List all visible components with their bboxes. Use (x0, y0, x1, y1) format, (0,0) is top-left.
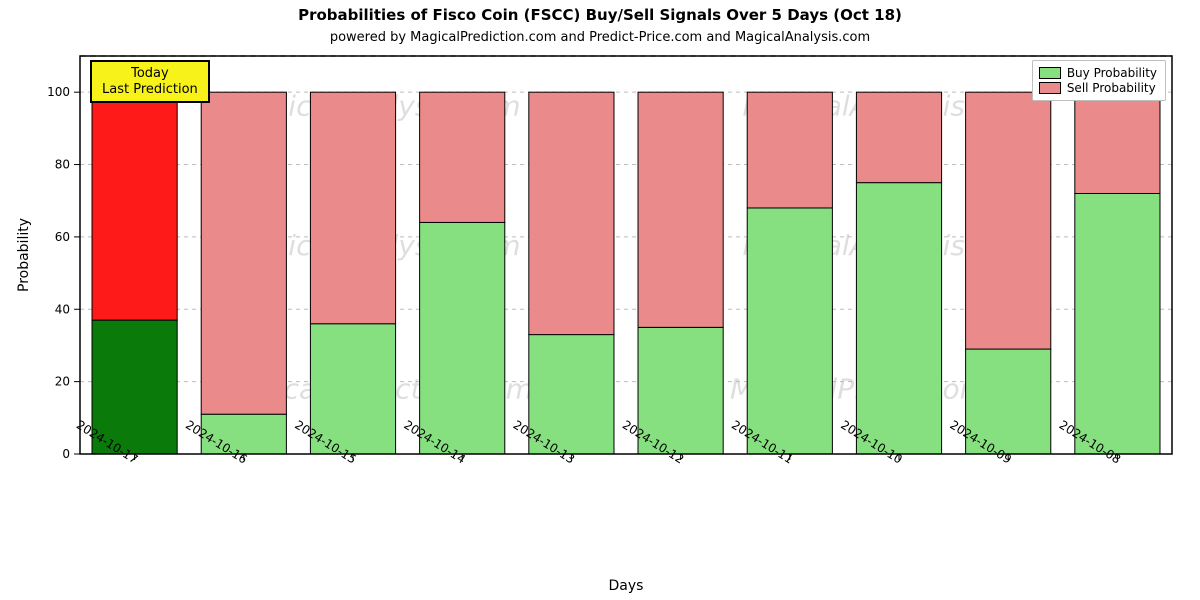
legend-label-buy: Buy Probability (1067, 66, 1157, 80)
ytick-label: 0 (62, 447, 70, 461)
today-badge-line2: Last Prediction (102, 82, 198, 98)
today-badge-line1: Today (102, 66, 198, 82)
bar-sell (747, 92, 832, 208)
bar-buy (856, 183, 941, 454)
bar-sell (638, 92, 723, 327)
bar-sell (310, 92, 395, 324)
bar-sell (529, 92, 614, 334)
bar-sell (420, 92, 505, 222)
legend-label-sell: Sell Probability (1067, 81, 1156, 95)
ytick-label: 20 (55, 375, 70, 389)
bar-sell (201, 92, 286, 414)
bar-sell (1075, 92, 1160, 193)
bar-sell (856, 92, 941, 182)
ytick-label: 80 (55, 158, 70, 172)
bar-sell (92, 92, 177, 320)
legend: Buy Probability Sell Probability (1032, 60, 1166, 101)
legend-item-sell: Sell Probability (1039, 81, 1157, 95)
ytick-label: 100 (47, 85, 70, 99)
bar-buy (420, 222, 505, 454)
bar-buy (747, 208, 832, 454)
x-axis-label: Days (609, 578, 644, 594)
legend-swatch-buy (1039, 67, 1061, 79)
bar-buy (1075, 193, 1160, 454)
ytick-label: 40 (55, 302, 70, 316)
bar-sell (966, 92, 1051, 349)
legend-item-buy: Buy Probability (1039, 66, 1157, 80)
y-axis-label: Probability (16, 218, 32, 292)
ytick-label: 60 (55, 230, 70, 244)
legend-swatch-sell (1039, 82, 1061, 94)
today-badge: Today Last Prediction (90, 60, 210, 103)
chart-container: Probabilities of Fisco Coin (FSCC) Buy/S… (0, 0, 1200, 600)
